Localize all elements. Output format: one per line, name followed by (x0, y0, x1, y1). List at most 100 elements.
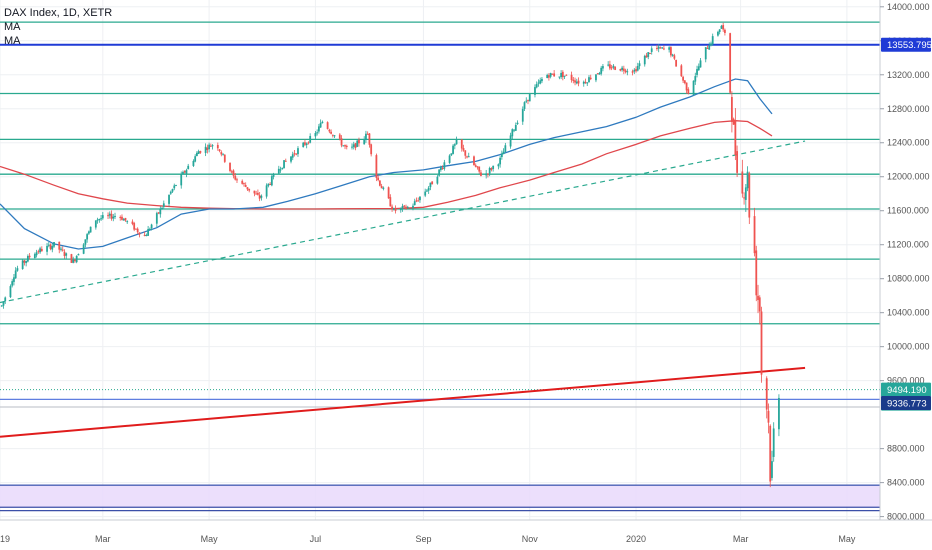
candle-body (143, 234, 146, 236)
price-tick-label: 8000.000 (887, 512, 925, 522)
candle-body (147, 229, 150, 236)
candle-body (778, 397, 780, 430)
candle-body (223, 154, 226, 162)
candle-body (145, 234, 148, 237)
candle-body (366, 133, 369, 135)
candle-body (183, 171, 186, 173)
candle-body (663, 48, 665, 50)
candle-body (551, 73, 554, 75)
candles (0, 22, 780, 488)
candle-body (342, 145, 345, 147)
price-tick-label: 10000.000 (887, 342, 930, 352)
candle-body (741, 171, 744, 194)
time-axis[interactable]: 2019 Mar May Jul Sep Nov 2020 Mar May (0, 519, 932, 550)
candle-body (304, 142, 306, 145)
price-tick-label: 11200.000 (887, 240, 929, 250)
candle-body (480, 172, 482, 176)
candle-body (25, 260, 28, 264)
candle-body (114, 215, 116, 217)
candle-body (89, 226, 92, 233)
candle-body (192, 160, 195, 166)
candle-body (284, 160, 287, 162)
candle-body (736, 151, 739, 173)
gridlines (0, 0, 880, 520)
red-trendline (0, 366, 806, 438)
candle-body (462, 148, 465, 151)
candle-body (682, 76, 684, 81)
price-axis[interactable]: 8000.000 8400.000 8800.000 9600.000 10000.00… (879, 0, 932, 550)
chart-legend: DAX Index, 1D, XETR MA MA (4, 6, 112, 48)
candle-body (112, 216, 115, 219)
candle-body (185, 169, 188, 174)
candle-body (333, 135, 336, 137)
candle-body (305, 143, 308, 145)
candle-body (600, 67, 603, 74)
candle-body (49, 244, 52, 249)
price-tick-label: 14000.000 (887, 2, 930, 12)
candle-body (65, 253, 68, 256)
candle-body (58, 241, 61, 250)
candle-body (387, 187, 390, 199)
candle-body (124, 217, 127, 221)
candle-body (419, 196, 421, 201)
candle-body (208, 144, 211, 150)
time-tick-label: 2019 (0, 534, 10, 544)
candle-body (150, 224, 153, 229)
price-tick-label: 12400.000 (887, 138, 930, 148)
candle-body (417, 200, 420, 202)
support-zone (0, 484, 880, 512)
candle-body (541, 78, 543, 82)
candle-body (753, 216, 756, 254)
candle-body (633, 69, 636, 72)
candle-body (490, 168, 493, 170)
candle-body (659, 47, 662, 49)
time-tick-label: May (201, 534, 219, 544)
candle-body (553, 73, 556, 77)
candle-body (509, 135, 512, 147)
candle-body (405, 206, 407, 209)
candle-body (394, 208, 397, 211)
candle-body (406, 206, 409, 208)
candle-body (647, 52, 650, 57)
candle-body (60, 248, 62, 250)
candle-body (596, 73, 599, 75)
candle-body (351, 146, 353, 148)
candle-body (710, 43, 712, 46)
candle-body (40, 248, 43, 252)
candle-body (277, 168, 280, 174)
candle-body (131, 221, 134, 224)
moving-averages (0, 78, 773, 250)
candle-body (643, 55, 646, 65)
price-axis-background (880, 0, 932, 550)
candle-body (746, 171, 749, 189)
candle-body (614, 66, 617, 70)
candle-body (399, 207, 402, 211)
candle-body (267, 183, 270, 186)
candle-body (669, 47, 672, 56)
candle-body (598, 72, 601, 75)
candle-body (697, 66, 700, 71)
candle-body (455, 139, 458, 145)
legend-ma-1[interactable]: MA (4, 21, 21, 33)
candle-body (82, 244, 85, 254)
candle-body (638, 63, 641, 67)
legend-ma-2[interactable]: MA (4, 35, 21, 47)
candle-body (270, 176, 273, 186)
candle-body (291, 154, 294, 158)
candle-body (514, 125, 517, 131)
candle-body (704, 47, 707, 60)
time-tick-label: Jul (310, 534, 322, 544)
candle-body (196, 152, 198, 157)
candle-body (645, 55, 648, 58)
candle-body (14, 270, 17, 279)
candle-body (436, 176, 439, 184)
candle-body (729, 33, 732, 93)
candle-body (370, 144, 373, 155)
candle-body (577, 80, 580, 84)
candle-body (157, 212, 160, 214)
candle-body (626, 71, 629, 73)
candle-body (23, 260, 26, 263)
price-tag (881, 37, 931, 52)
candle-body (314, 133, 317, 137)
